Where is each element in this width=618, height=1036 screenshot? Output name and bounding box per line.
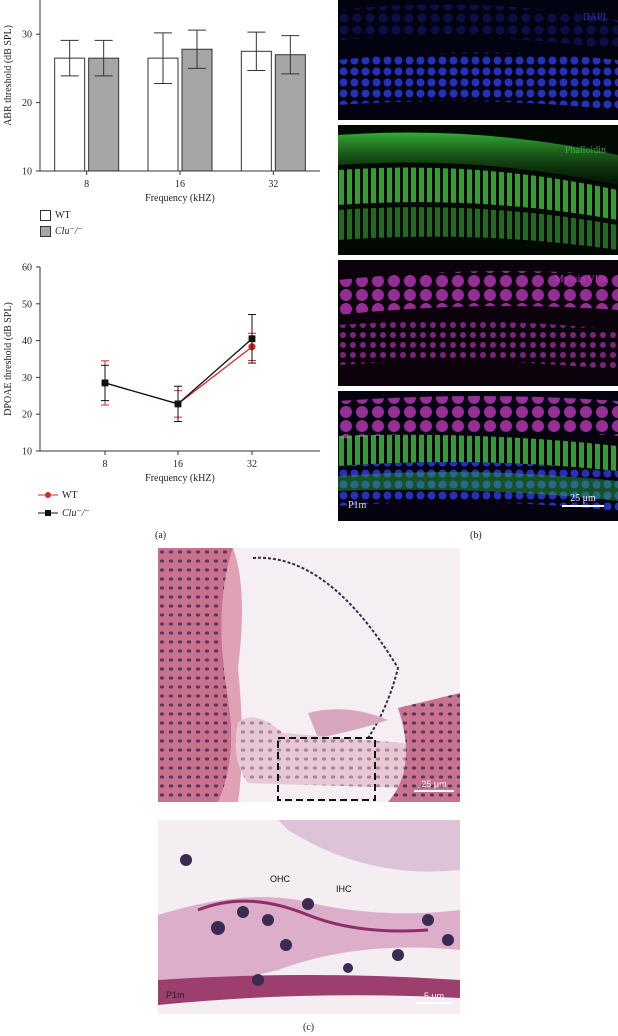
abr-y-axis-label: ABR threshold (dB SPL) <box>3 25 14 126</box>
panel-label-c: (c) <box>303 1022 315 1033</box>
abr-legend-wt-label: WT <box>55 209 71 221</box>
legend-line-red <box>38 492 58 498</box>
legend-swatch-white <box>40 209 51 221</box>
dpoae-line-chart: 10 20 30 40 50 60 8 16 32 Frequency (kHZ) DPOAE th… <box>3 263 320 484</box>
dpoae-y-tick-label: 60 <box>22 263 32 274</box>
myosin-stain <box>338 271 618 370</box>
dapi-image: DAPI <box>338 0 618 120</box>
scale-bar-line <box>562 505 604 507</box>
abr-bar <box>88 57 120 172</box>
merged-scale-label: 25 μm <box>570 493 596 504</box>
dpoae-y-tick-label: 40 <box>22 336 32 347</box>
panel-label-a: (a) <box>155 530 167 541</box>
dapi-label: DAPI <box>582 12 606 23</box>
he-image-high-mag: OHC IHC P1m 5 μm <box>158 820 460 1014</box>
dpoae-legend-ko: Clu⁻/⁻ <box>38 506 90 520</box>
myosin-label: Myosin VIIa <box>554 274 606 285</box>
he-section-high <box>158 820 460 1005</box>
abr-legend: WT Clu⁻/⁻ <box>40 208 83 238</box>
he-scale-label-bottom: 5 μm <box>423 991 445 1001</box>
abr-bar <box>240 50 272 172</box>
abr-y-tick-label: 10 <box>22 167 32 178</box>
abr-legend-wt: WT <box>40 208 83 222</box>
abr-y-tick-label: 20 <box>22 98 32 109</box>
he-scale-label-top: 25 μm <box>421 779 447 789</box>
scale-bar-line-bottom <box>416 1002 452 1004</box>
phalloidin-label: Phalloidin <box>564 145 606 156</box>
he-scale-bar-top: 25 μm <box>414 779 454 792</box>
abr-x-tick-label: 8 <box>84 179 89 190</box>
myosin-image: Myosin VIIa <box>338 260 618 386</box>
dpoae-legend: WT Clu⁻/⁻ <box>38 488 90 520</box>
dpoae-point <box>101 379 109 387</box>
dpoae-point <box>174 400 182 408</box>
abr-x-axis-label: Frequency (kHZ) <box>145 193 215 204</box>
dpoae-y-tick-label: 10 <box>22 447 32 458</box>
panel-label-b: (b) <box>470 530 482 541</box>
dpoae-legend-wt: WT <box>38 488 90 502</box>
he-image-low-mag: 25 μm <box>158 548 460 802</box>
phalloidin-image: Phalloidin <box>338 125 618 255</box>
dpoae-y-axis-label: DPOAE threshold (dB SPL) <box>3 302 14 416</box>
merged-age-label: P1m <box>348 500 367 511</box>
dpoae-x-axis-label: Frequency (kHZ) <box>145 473 215 484</box>
he-scale-bar-bottom: 5 μm <box>416 991 452 1004</box>
ihc-label: IHC <box>336 884 352 894</box>
dpoae-x-tick-label: 8 <box>103 459 108 470</box>
dpoae-y-tick-label: 20 <box>22 410 32 421</box>
inset-box <box>277 737 376 801</box>
dpoae-x-tick-label: 16 <box>173 459 183 470</box>
abr-y-tick-label: 30 <box>22 30 32 41</box>
abr-bar <box>181 48 213 172</box>
dpoae-y-tick-label: 30 <box>22 373 32 384</box>
dpoae-point <box>248 335 256 343</box>
legend-line-black <box>38 510 58 516</box>
merged-scale-bar: 25 μm <box>562 493 604 507</box>
dpoae-x-tick-label: 32 <box>247 459 257 470</box>
phalloidin-stain <box>338 132 618 250</box>
abr-x-tick-label: 32 <box>268 179 278 190</box>
dpoae-y-tick-label: 50 <box>22 299 32 310</box>
abr-bar-chart: 10 20 30 8 16 32 Frequency (kHZ) ABR threshold … <box>3 0 320 204</box>
abr-x-tick-label: 16 <box>175 179 185 190</box>
ohc-label: OHC <box>270 874 290 884</box>
merged-image: P1m 25 μm <box>338 391 618 521</box>
merged-stain <box>338 396 618 511</box>
dpoae-legend-wt-label: WT <box>62 489 78 501</box>
scale-bar-line-top <box>414 790 454 792</box>
he-age-label: P1m <box>166 990 185 1000</box>
legend-swatch-gray <box>40 225 51 237</box>
abr-legend-ko: Clu⁻/⁻ <box>40 224 83 238</box>
abr-legend-ko-label: Clu⁻/⁻ <box>55 225 83 237</box>
dapi-nuclei <box>338 4 618 110</box>
he-section-low <box>158 548 460 802</box>
dpoae-legend-ko-label: Clu⁻/⁻ <box>62 507 90 519</box>
